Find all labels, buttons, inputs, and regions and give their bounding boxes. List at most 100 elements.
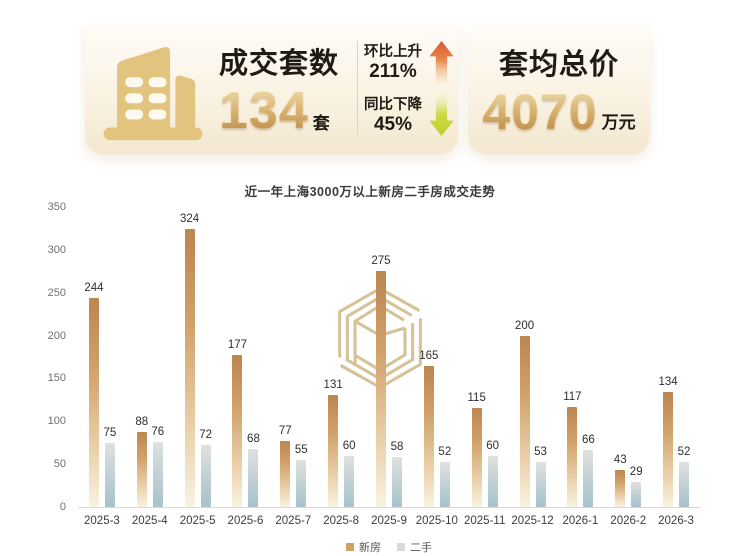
- bar-value-label: 275: [371, 255, 391, 268]
- x-axis: 2025-3 2025-4 2025-5 2025-6 2025-7 2025-8 2025…: [78, 515, 700, 527]
- x-axis-label: 2025-11: [463, 515, 506, 527]
- x-axis-label: 2025-5: [179, 515, 216, 527]
- x-axis-label: 2025-8: [323, 515, 360, 527]
- chart-legend: 新房 二手: [78, 539, 700, 555]
- bar-new-homes: [88, 297, 99, 507]
- legend-swatch: [397, 543, 405, 551]
- bar-new-homes: [615, 470, 626, 507]
- bar-new-homes: [280, 441, 291, 507]
- bar-group: 177 68: [222, 208, 270, 507]
- bar-group: 88 76: [126, 208, 174, 507]
- bar-group: 275 58: [365, 208, 413, 507]
- bar-new-homes: [328, 394, 339, 507]
- bar-value-label: 53: [534, 445, 547, 458]
- legend-label: 二手: [410, 542, 432, 554]
- y-axis: 0 50 100 150 200 250 300 350: [32, 201, 72, 513]
- bar-group: 165 52: [413, 208, 461, 507]
- bar-group: 43 29: [604, 208, 652, 507]
- y-tick-label: 0: [59, 501, 66, 513]
- bar-value-label: 76: [151, 425, 165, 438]
- legend-swatch: [346, 543, 354, 551]
- legend-item-new-homes: 新房: [346, 539, 381, 555]
- x-axis-label: 2026-1: [562, 515, 599, 527]
- x-axis-label: 2025-3: [84, 515, 120, 527]
- x-axis-label: 2025-6: [227, 515, 264, 527]
- mom-label: 环比上升: [364, 44, 422, 60]
- bar-secondhand: [200, 445, 211, 507]
- bar-value-label: 52: [438, 446, 452, 459]
- bar-group: 134 52: [652, 208, 700, 507]
- arrow-down-icon: [429, 93, 454, 136]
- change-stats: 环比上升 211% 同比下降 4: [364, 40, 454, 136]
- bar-value-label: 177: [227, 339, 248, 352]
- bar-secondhand: [248, 448, 259, 507]
- bar-value-label: 117: [563, 390, 582, 403]
- chart-title: 近一年上海3000万以上新房二手房成交走势: [244, 185, 496, 199]
- bar-value-label: 43: [613, 454, 627, 467]
- bar-new-homes: [232, 355, 243, 507]
- bar-value-label: 88: [135, 415, 149, 428]
- bar-new-homes: [567, 406, 578, 507]
- vertical-divider: [357, 41, 358, 135]
- bar-group: 324 72: [174, 208, 222, 507]
- y-tick-label: 300: [47, 243, 66, 256]
- bar-value-label: 115: [467, 392, 486, 405]
- bar-group: 200 53: [509, 208, 557, 507]
- bar-new-homes: [136, 431, 147, 507]
- bar-secondhand: [152, 441, 163, 507]
- bar-value-label: 244: [84, 281, 104, 294]
- bar-value-label: 60: [486, 439, 500, 452]
- bar-secondhand: [296, 459, 307, 507]
- bar-value-label: 52: [677, 446, 691, 459]
- bar-value-label: 68: [247, 432, 260, 445]
- x-axis-label: 2026-2: [610, 515, 647, 527]
- avg-price-card: 套均总价 4070 万元: [468, 22, 650, 154]
- transactions-title: 成交套数: [219, 48, 340, 81]
- bar-value-label: 55: [294, 443, 308, 456]
- bar-group: 115 60: [461, 208, 509, 507]
- bar-group: 117 66: [556, 208, 604, 507]
- mom-value: 211%: [369, 61, 417, 82]
- x-axis-label: 2025-10: [415, 515, 458, 527]
- bar-new-homes: [375, 271, 386, 507]
- y-tick-label: 350: [47, 201, 66, 213]
- bar-new-homes: [184, 229, 195, 507]
- bar-secondhand: [391, 457, 402, 507]
- avg-price-unit: 万元: [601, 113, 636, 132]
- bar-new-homes: [423, 365, 434, 507]
- bar-secondhand: [487, 455, 498, 507]
- avg-price-title: 套均总价: [498, 49, 619, 81]
- x-axis-label: 2026-3: [658, 515, 694, 527]
- yoy-value: 45%: [373, 114, 413, 135]
- y-tick-label: 250: [47, 286, 66, 299]
- bar-secondhand: [679, 462, 690, 507]
- legend-label: 新房: [359, 542, 381, 554]
- bar-group: 244 75: [78, 208, 126, 507]
- bar-group: 77 55: [269, 208, 317, 507]
- bar-secondhand: [439, 462, 450, 507]
- bar-secondhand: [104, 442, 115, 507]
- bar-secondhand: [344, 455, 355, 507]
- y-tick-label: 100: [47, 415, 66, 428]
- transactions-card: 成交套数 134 套 环比上升 211%: [85, 22, 458, 154]
- bar-secondhand: [535, 461, 546, 507]
- x-axis-label: 2025-12: [511, 515, 554, 527]
- watermark-logo-icon: [338, 286, 422, 390]
- avg-price-value: 4070: [482, 84, 598, 140]
- bar-value-label: 29: [629, 466, 643, 479]
- yoy-label: 同比下降: [364, 97, 422, 113]
- legend-item-secondhand: 二手: [397, 539, 432, 555]
- y-tick-label: 200: [47, 329, 66, 342]
- x-axis-label: 2025-9: [371, 515, 407, 527]
- bar-secondhand: [631, 482, 642, 507]
- bar-value-label: 58: [390, 441, 404, 454]
- transactions-unit: 套: [312, 113, 330, 133]
- building-icon: [103, 47, 203, 141]
- bar-value-label: 66: [581, 434, 595, 447]
- transactions-value: 134: [219, 82, 309, 141]
- bar-value-label: 134: [658, 376, 678, 389]
- y-tick-label: 50: [53, 458, 66, 471]
- bar-value-label: 324: [180, 213, 200, 226]
- y-tick-label: 150: [47, 372, 66, 385]
